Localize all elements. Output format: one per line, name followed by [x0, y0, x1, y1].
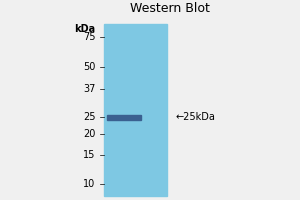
Text: 20: 20	[83, 129, 95, 139]
Text: kDa: kDa	[74, 24, 95, 34]
Text: 10: 10	[83, 179, 95, 189]
Text: ←25kDa: ←25kDa	[176, 112, 216, 122]
Text: 75: 75	[83, 32, 95, 42]
Text: 50: 50	[83, 62, 95, 72]
Text: 37: 37	[83, 84, 95, 94]
Text: Western Blot: Western Blot	[130, 2, 210, 15]
Bar	[104, 24, 167, 196]
Text: 25: 25	[83, 112, 95, 122]
Text: 15: 15	[83, 150, 95, 160]
Bar	[107, 115, 141, 120]
